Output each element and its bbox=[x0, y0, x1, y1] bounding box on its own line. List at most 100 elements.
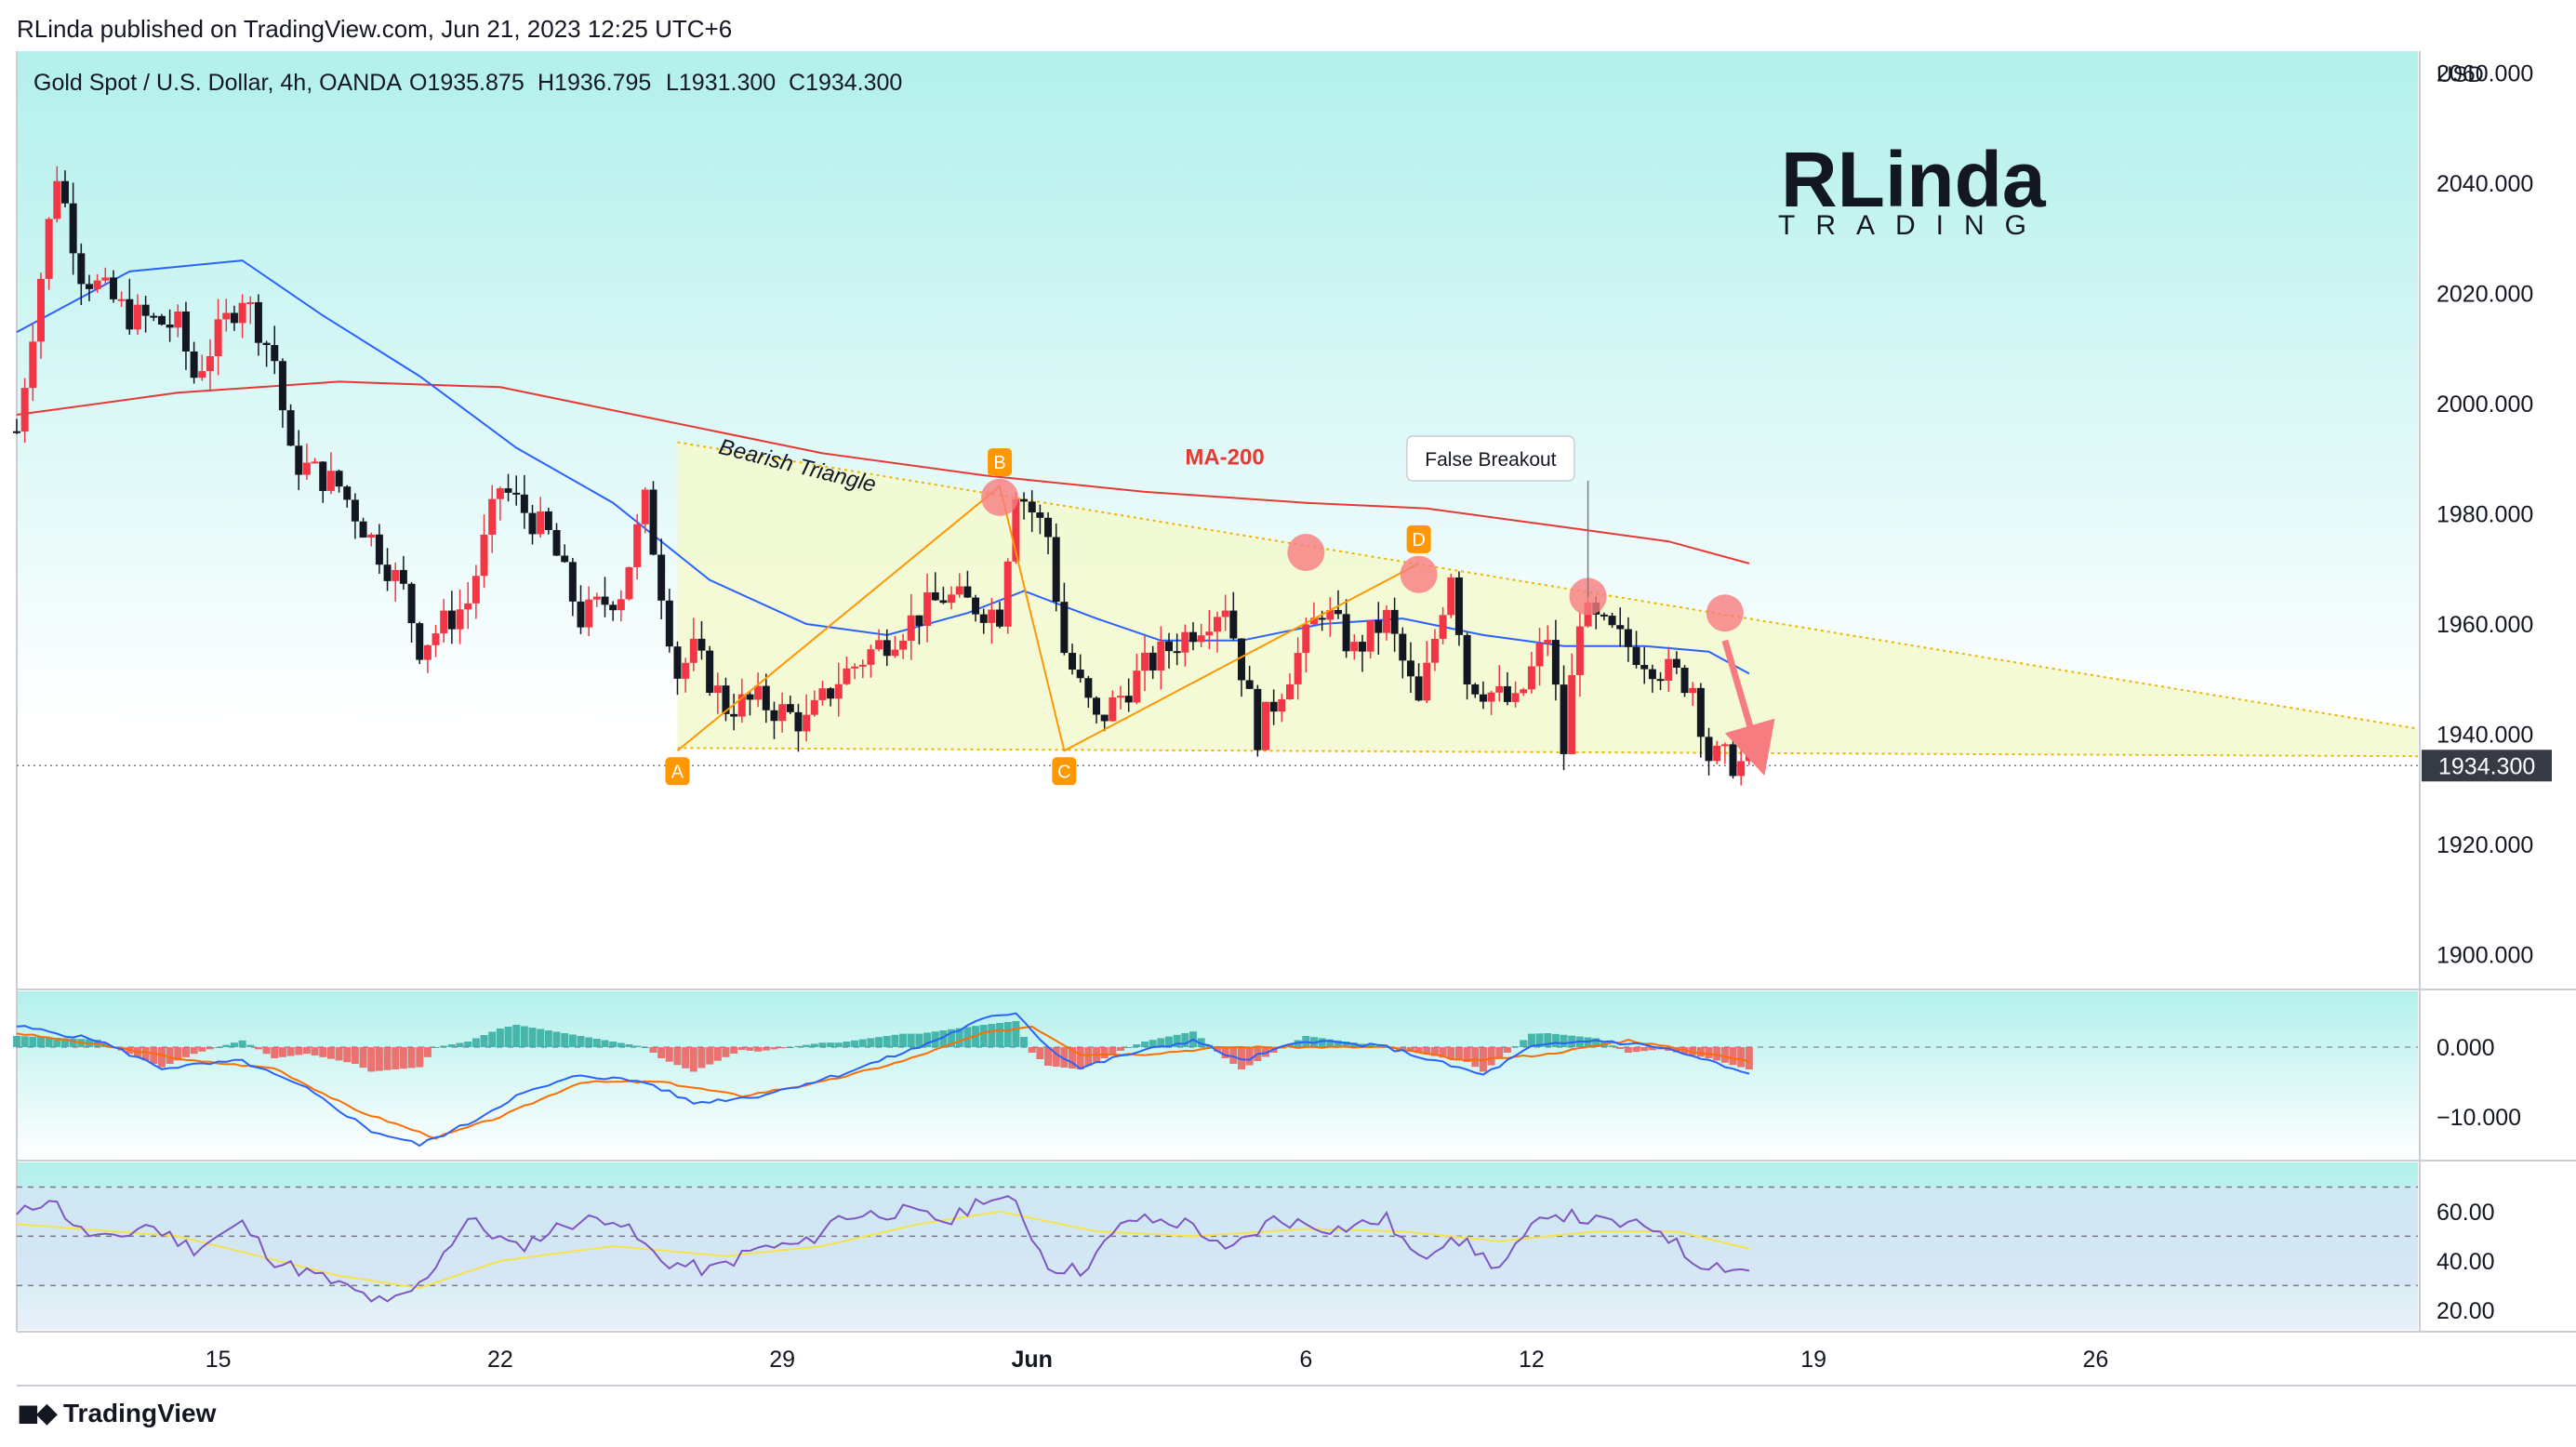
candle-body bbox=[271, 345, 279, 362]
macd-histogram-bar bbox=[834, 1042, 843, 1047]
candle-body bbox=[302, 462, 311, 475]
triangle-top-line bbox=[677, 441, 2419, 730]
candle-body bbox=[722, 685, 730, 714]
macd-histogram-bar bbox=[1423, 1047, 1431, 1055]
price-tick-label: 1940.000 bbox=[2437, 723, 2533, 749]
candle-body bbox=[77, 253, 86, 285]
candle-body bbox=[1205, 631, 1214, 636]
candle-body bbox=[375, 534, 383, 565]
candle-body bbox=[1189, 631, 1198, 643]
candle-body bbox=[141, 304, 150, 316]
candle-body bbox=[867, 649, 875, 665]
macd-histogram-bar bbox=[1036, 1047, 1044, 1059]
candle-body bbox=[214, 319, 222, 357]
candle-body bbox=[1729, 744, 1737, 777]
macd-histogram-bar bbox=[496, 1029, 504, 1047]
candle-body bbox=[157, 315, 166, 325]
macd-histogram-bar bbox=[544, 1030, 552, 1047]
macd-histogram-bar bbox=[520, 1026, 528, 1047]
candle-body bbox=[1149, 652, 1157, 670]
time-tick-label: 6 bbox=[1299, 1347, 1312, 1373]
candle-body bbox=[1069, 653, 1077, 670]
macd-histogram-bar bbox=[464, 1042, 472, 1047]
macd-histogram-bar bbox=[1197, 1038, 1205, 1047]
macd-histogram-bar bbox=[335, 1047, 343, 1061]
macd-histogram-bar bbox=[480, 1035, 488, 1047]
candle-body bbox=[1229, 610, 1238, 639]
macd-histogram-bar bbox=[1689, 1047, 1697, 1055]
macd-histogram-bar bbox=[730, 1047, 738, 1054]
macd-histogram-bar bbox=[1705, 1047, 1713, 1058]
candle-body bbox=[1737, 761, 1746, 777]
candle-body bbox=[883, 640, 891, 657]
macd-histogram-bar bbox=[20, 1036, 29, 1047]
candle-body bbox=[1463, 634, 1471, 684]
macd-histogram-bar bbox=[407, 1047, 416, 1069]
macd-histogram-bar bbox=[1221, 1047, 1229, 1058]
price-tick-label: 1900.000 bbox=[2437, 942, 2533, 968]
macd-histogram-bar bbox=[319, 1047, 327, 1057]
candle-body bbox=[319, 461, 327, 491]
macd-histogram-bar bbox=[1463, 1047, 1471, 1062]
candle-body bbox=[843, 668, 851, 684]
abcd-label-a: A bbox=[671, 762, 684, 782]
price-tick-label: 1980.000 bbox=[2437, 502, 2533, 528]
candle-body bbox=[407, 583, 416, 624]
candle-body bbox=[36, 278, 45, 342]
candle-body bbox=[1665, 658, 1673, 681]
candle-body bbox=[528, 512, 537, 535]
macd-histogram-bar bbox=[1044, 1047, 1053, 1066]
price-tick-label: 2000.000 bbox=[2437, 392, 2533, 418]
candle-body bbox=[53, 180, 61, 219]
macd-histogram-bar bbox=[295, 1047, 303, 1055]
candle-body bbox=[464, 603, 472, 610]
macd-histogram-bar bbox=[198, 1047, 206, 1052]
macd-histogram-bar bbox=[1181, 1033, 1189, 1047]
macd-histogram-bar bbox=[883, 1036, 891, 1047]
false-breakout-box bbox=[1406, 435, 1575, 482]
footer-brand[interactable]: ◼◆ TradingView bbox=[17, 1397, 216, 1429]
candle-body bbox=[875, 640, 883, 650]
tradingview-logo-icon: ◼◆ bbox=[17, 1398, 58, 1428]
macd-histogram-bar bbox=[29, 1036, 37, 1047]
candle-body bbox=[1100, 714, 1109, 722]
candle-body bbox=[963, 586, 972, 598]
candle-body bbox=[1245, 680, 1254, 689]
candle-body bbox=[601, 596, 609, 605]
candle-body bbox=[673, 646, 682, 679]
macd-histogram-bar bbox=[907, 1033, 915, 1047]
candle-body bbox=[633, 524, 642, 567]
macd-histogram-bar bbox=[141, 1047, 150, 1061]
candle-body bbox=[858, 664, 867, 667]
candle-body bbox=[1648, 669, 1656, 680]
macd-histogram-bar bbox=[609, 1042, 617, 1047]
macd-histogram-bar bbox=[988, 1024, 996, 1047]
candle-body bbox=[1382, 609, 1390, 633]
candle-body bbox=[1551, 640, 1560, 685]
candle-body bbox=[278, 361, 286, 411]
candle-body bbox=[109, 277, 117, 299]
macd-histogram-bar bbox=[786, 1047, 794, 1048]
candle-body bbox=[1278, 698, 1286, 712]
macd-histogram-bar bbox=[948, 1029, 956, 1047]
candle-body bbox=[923, 592, 932, 627]
macd-histogram-bar bbox=[673, 1047, 682, 1066]
candle-body bbox=[730, 713, 738, 717]
candle-body bbox=[979, 614, 988, 623]
macd-histogram-bar bbox=[150, 1047, 158, 1064]
macd-histogram-bar bbox=[585, 1037, 593, 1047]
macd-histogram-bar bbox=[1745, 1047, 1753, 1069]
macd-histogram-bar bbox=[206, 1047, 214, 1050]
macd-histogram-bar bbox=[577, 1036, 585, 1047]
price-tick-label: 2020.000 bbox=[2437, 282, 2533, 308]
macd-histogram-bar bbox=[1028, 1047, 1036, 1053]
ohlc-open: O1935.875 bbox=[409, 70, 524, 96]
candle-body bbox=[948, 594, 956, 604]
macd-histogram-bar bbox=[875, 1037, 883, 1047]
macd-histogram-bar bbox=[157, 1047, 166, 1068]
candle-body bbox=[1181, 631, 1189, 653]
candle-body bbox=[568, 562, 577, 602]
macd-histogram-bar bbox=[592, 1039, 601, 1047]
macd-histogram-bar bbox=[625, 1044, 633, 1047]
macd-histogram-bar bbox=[1592, 1038, 1600, 1047]
